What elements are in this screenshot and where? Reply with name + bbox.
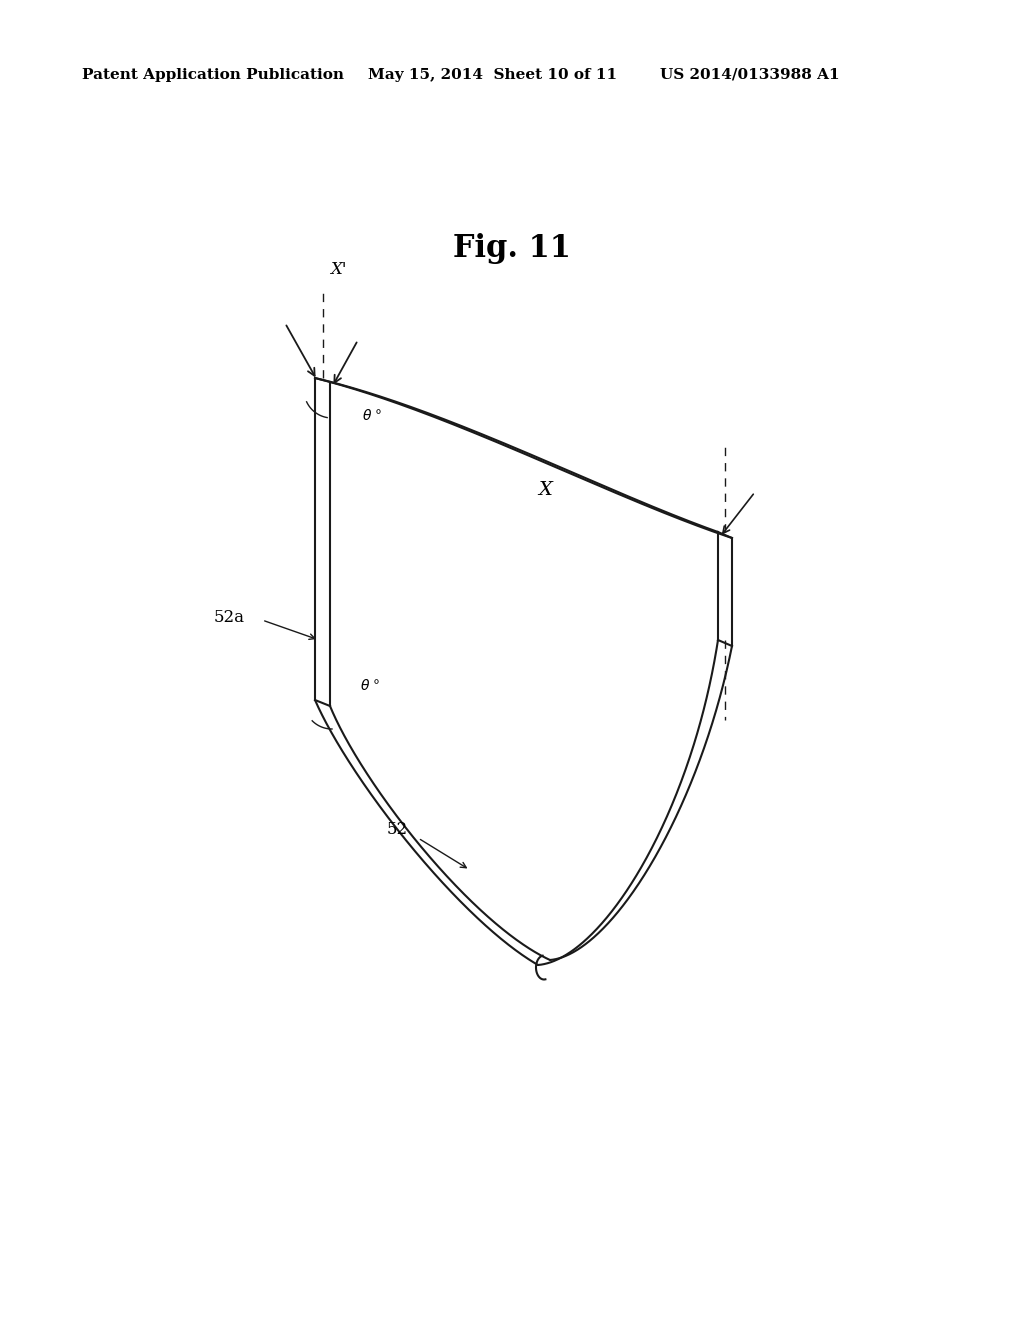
Text: May 15, 2014  Sheet 10 of 11: May 15, 2014 Sheet 10 of 11: [368, 69, 617, 82]
Text: US 2014/0133988 A1: US 2014/0133988 A1: [660, 69, 840, 82]
Text: X: X: [538, 480, 552, 499]
Text: 52: 52: [387, 821, 408, 838]
Text: $\theta$ °: $\theta$ °: [362, 408, 383, 422]
Text: Fig. 11: Fig. 11: [453, 232, 571, 264]
Text: X': X': [330, 261, 346, 279]
Text: Patent Application Publication: Patent Application Publication: [82, 69, 344, 82]
Text: $\theta$ °: $\theta$ °: [360, 678, 381, 693]
Text: 52a: 52a: [214, 610, 245, 627]
